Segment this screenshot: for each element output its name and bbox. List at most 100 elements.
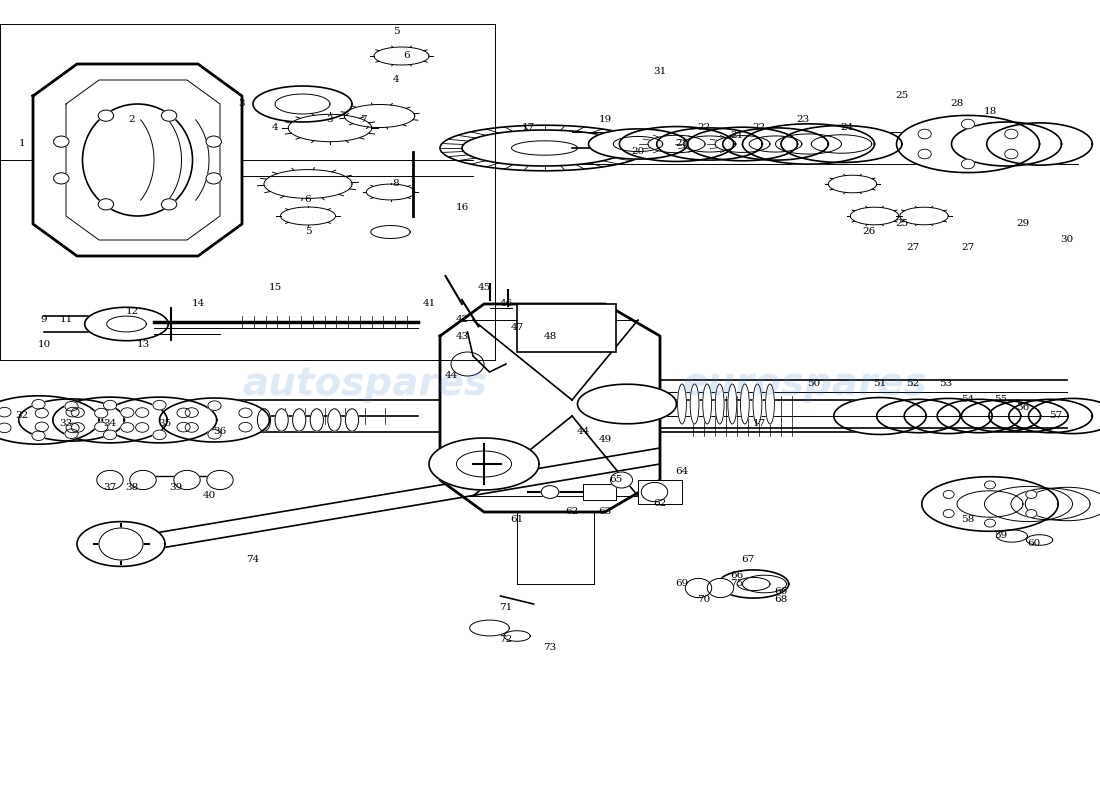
- Text: 43: 43: [455, 331, 469, 341]
- Text: 68: 68: [774, 595, 788, 605]
- Text: 37: 37: [103, 483, 117, 493]
- Ellipse shape: [715, 384, 724, 424]
- Polygon shape: [952, 122, 1062, 166]
- Circle shape: [943, 510, 954, 518]
- Text: 21: 21: [730, 131, 744, 141]
- Text: 20: 20: [631, 147, 645, 157]
- Circle shape: [541, 486, 559, 498]
- Text: 66: 66: [774, 587, 788, 597]
- Text: 30: 30: [1060, 235, 1074, 245]
- Circle shape: [961, 119, 975, 129]
- Circle shape: [943, 490, 954, 498]
- Text: 26: 26: [862, 227, 876, 237]
- Text: 25: 25: [895, 91, 909, 101]
- Polygon shape: [1011, 488, 1090, 520]
- Polygon shape: [102, 397, 217, 443]
- Polygon shape: [1025, 487, 1100, 521]
- Text: 14: 14: [191, 299, 205, 309]
- Text: 17: 17: [752, 419, 766, 429]
- Circle shape: [153, 400, 166, 410]
- Circle shape: [1004, 129, 1018, 138]
- Text: 36: 36: [213, 427, 227, 437]
- Ellipse shape: [310, 409, 323, 431]
- Text: 74: 74: [246, 555, 260, 565]
- Polygon shape: [997, 530, 1027, 542]
- Text: 27: 27: [906, 243, 920, 253]
- Circle shape: [103, 400, 117, 410]
- Polygon shape: [53, 397, 167, 443]
- Polygon shape: [742, 124, 874, 164]
- Text: 44: 44: [576, 427, 590, 437]
- Circle shape: [984, 519, 996, 527]
- Polygon shape: [504, 630, 530, 642]
- Circle shape: [610, 472, 632, 488]
- Circle shape: [1026, 490, 1037, 498]
- Circle shape: [103, 430, 117, 440]
- Polygon shape: [718, 570, 789, 598]
- Circle shape: [984, 481, 996, 489]
- Polygon shape: [85, 307, 168, 341]
- Polygon shape: [781, 126, 902, 162]
- Circle shape: [1004, 150, 1018, 159]
- Text: 55: 55: [994, 395, 1008, 405]
- Polygon shape: [987, 123, 1092, 165]
- Ellipse shape: [754, 384, 762, 424]
- Circle shape: [174, 470, 200, 490]
- Circle shape: [98, 110, 113, 122]
- Ellipse shape: [690, 384, 698, 424]
- Polygon shape: [578, 384, 676, 424]
- Polygon shape: [877, 399, 960, 433]
- Text: eurospares: eurospares: [682, 365, 927, 403]
- Polygon shape: [896, 115, 1040, 173]
- Circle shape: [185, 408, 198, 418]
- Circle shape: [685, 578, 712, 598]
- Circle shape: [177, 408, 190, 418]
- Text: 69: 69: [675, 579, 689, 589]
- Polygon shape: [1028, 398, 1100, 434]
- Circle shape: [35, 422, 48, 432]
- Polygon shape: [1026, 534, 1053, 546]
- Circle shape: [54, 136, 69, 147]
- Text: 13: 13: [136, 339, 150, 349]
- Circle shape: [121, 408, 134, 418]
- Text: 11: 11: [59, 315, 73, 325]
- Text: 44: 44: [444, 371, 458, 381]
- Polygon shape: [984, 486, 1072, 522]
- Polygon shape: [0, 396, 99, 444]
- Ellipse shape: [328, 409, 341, 431]
- Circle shape: [239, 408, 252, 418]
- Circle shape: [207, 470, 233, 490]
- Text: 29: 29: [1016, 219, 1030, 229]
- Polygon shape: [657, 128, 762, 160]
- Circle shape: [0, 407, 11, 417]
- Polygon shape: [160, 398, 270, 442]
- Text: 10: 10: [37, 339, 51, 349]
- Circle shape: [95, 408, 108, 418]
- Text: 64: 64: [675, 467, 689, 477]
- Polygon shape: [904, 398, 992, 434]
- Circle shape: [206, 136, 221, 147]
- Circle shape: [961, 159, 975, 169]
- Text: 67: 67: [741, 555, 755, 565]
- Text: 62: 62: [565, 507, 579, 517]
- Polygon shape: [1009, 399, 1092, 433]
- Text: 52: 52: [906, 379, 920, 389]
- Circle shape: [130, 470, 156, 490]
- Text: 54: 54: [961, 395, 975, 405]
- Ellipse shape: [257, 409, 271, 431]
- Text: 32: 32: [15, 411, 29, 421]
- Ellipse shape: [728, 384, 737, 424]
- Text: 62: 62: [653, 499, 667, 509]
- Circle shape: [208, 430, 221, 439]
- Circle shape: [54, 173, 69, 184]
- Text: 6: 6: [305, 195, 311, 205]
- Text: 21: 21: [675, 139, 689, 149]
- Text: 5: 5: [305, 227, 311, 237]
- Text: 60: 60: [1027, 539, 1041, 549]
- Polygon shape: [429, 438, 539, 490]
- Polygon shape: [723, 128, 828, 160]
- Circle shape: [72, 408, 85, 418]
- Text: 2: 2: [129, 115, 135, 125]
- Circle shape: [206, 173, 221, 184]
- Circle shape: [707, 578, 734, 598]
